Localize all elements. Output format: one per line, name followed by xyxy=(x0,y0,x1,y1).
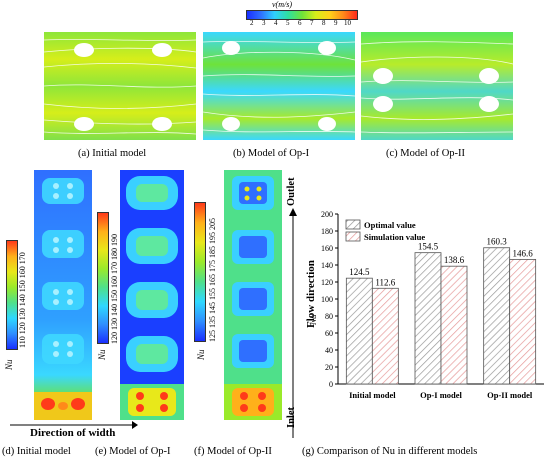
y-tick-label: 180 xyxy=(321,227,333,236)
velocity-field-op2 xyxy=(361,32,513,140)
y-tick-label: 40 xyxy=(325,346,333,355)
vtick: 8 xyxy=(322,19,326,27)
caption-c: (c) Model of Op-II xyxy=(386,148,466,159)
bar xyxy=(414,252,442,385)
nu-legend-f-ticks: 125 135 145 155 165 175 185 195 205 xyxy=(208,218,217,342)
caption-g: (g) Comparison of Nu in different models xyxy=(302,446,478,457)
bar xyxy=(509,258,537,385)
bar xyxy=(440,265,468,385)
bar-value-label: 146.6 xyxy=(513,248,534,258)
vtick: 6 xyxy=(298,19,302,27)
legend-swatch xyxy=(345,219,361,230)
bar xyxy=(371,287,399,385)
nu-colorbar-e xyxy=(97,212,109,344)
nu-comparison-chart: 0 20 40 60 80 100 120 140 160 180 200 Nu 124.5 112.6 I… xyxy=(312,210,544,400)
vtick: 5 xyxy=(286,19,290,27)
nu-legend-f-title: Nu xyxy=(196,349,206,360)
legend-label: Optimal value xyxy=(364,220,416,230)
caption-f: (f) Model of Op-II xyxy=(194,446,272,457)
y-tick-label: 0 xyxy=(329,380,333,389)
legend-swatch xyxy=(345,231,361,242)
nu-legend-d-ticks: 110 120 130 140 150 160 170 xyxy=(18,252,27,348)
category-label: Initial model xyxy=(349,390,396,400)
width-direction-arrow xyxy=(10,421,138,429)
vtick: 9 xyxy=(334,19,338,27)
inlet-label: Inlet xyxy=(286,407,297,428)
velocity-field-op1 xyxy=(203,32,355,140)
caption-b: (b) Model of Op-I xyxy=(233,148,310,159)
nu-legend-e-title: Nu xyxy=(97,349,107,360)
bar-value-label: 160.3 xyxy=(487,237,508,247)
nu-field-op1 xyxy=(120,170,184,420)
bar-value-label: 124.5 xyxy=(349,267,370,277)
velocity-legend: v(m/s) 2 3 4 5 6 7 8 9 10 xyxy=(240,0,360,30)
nu-field-initial xyxy=(34,170,92,420)
caption-e: (e) Model of Op-I xyxy=(95,446,171,457)
bar xyxy=(345,277,373,385)
bar-value-label: 154.5 xyxy=(418,242,439,252)
legend-label: Simulation value xyxy=(364,232,425,242)
vtick: 2 xyxy=(250,19,254,27)
y-tick-label: 60 xyxy=(325,329,333,338)
vtick: 4 xyxy=(274,19,278,27)
caption-a: (a) Initial model xyxy=(78,148,147,159)
vtick: 3 xyxy=(262,19,266,27)
caption-d: (d) Initial model xyxy=(2,446,71,457)
y-tick-label: 80 xyxy=(325,312,333,321)
y-tick-label: 120 xyxy=(321,278,333,287)
velocity-field-initial xyxy=(44,32,196,140)
category-label: Op-I model xyxy=(420,390,462,400)
y-tick-label: 160 xyxy=(321,244,333,253)
y-tick-label: 100 xyxy=(321,295,333,304)
velocity-colorbar xyxy=(246,10,358,20)
nu-field-op2 xyxy=(224,170,282,420)
nu-legend-e-ticks: 120 130 140 150 160 170 180 190 xyxy=(110,234,119,344)
nu-colorbar-d xyxy=(6,240,18,350)
width-direction-label: Direction of width xyxy=(30,427,116,439)
y-tick-label: 20 xyxy=(325,363,333,372)
nu-legend-d-title: Nu xyxy=(4,359,14,370)
vtick: 7 xyxy=(310,19,314,27)
bar-value-label: 138.6 xyxy=(444,255,465,265)
y-axis-label: Nu xyxy=(312,314,318,326)
nu-colorbar-f xyxy=(194,202,206,342)
vtick: 10 xyxy=(344,19,351,27)
y-tick-label: 140 xyxy=(321,261,333,270)
bar xyxy=(483,247,511,385)
bar-value-label: 112.6 xyxy=(375,277,395,287)
y-tick-label: 200 xyxy=(321,210,333,219)
category-label: Op-II model xyxy=(487,390,533,400)
velocity-legend-title: v(m/s) xyxy=(272,0,292,9)
flow-direction-arrow xyxy=(289,208,297,438)
